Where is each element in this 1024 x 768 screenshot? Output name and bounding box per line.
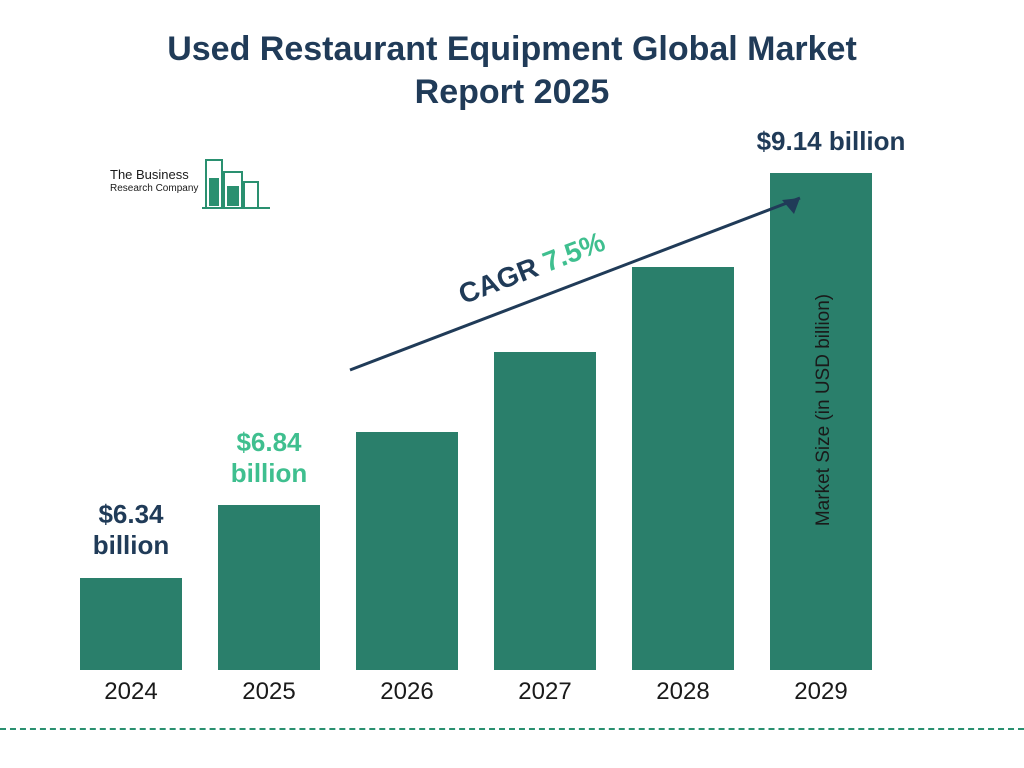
value-label: $6.84billion: [212, 427, 326, 489]
x-axis-tick-label: 2027: [494, 678, 596, 706]
value-label: $9.14 billion: [750, 126, 912, 157]
divider-rule: [0, 728, 1024, 730]
bar: [80, 578, 182, 670]
x-axis-tick-label: 2025: [218, 678, 320, 706]
value-label: $6.34billion: [74, 499, 188, 561]
x-axis-tick-label: 2024: [80, 678, 182, 706]
x-axis-tick-label: 2028: [632, 678, 734, 706]
cagr-annotation: CAGR 7.5%: [340, 190, 820, 390]
bar: [356, 432, 458, 670]
title-line2: Report 2025: [415, 73, 610, 111]
cagr-arrow-icon: [340, 190, 820, 390]
bar: [218, 505, 320, 670]
x-axis-tick-label: 2026: [356, 678, 458, 706]
x-axis-tick-label: 2029: [770, 678, 872, 706]
bar-chart: 202420252026202720282029$6.34billion$6.8…: [80, 150, 900, 670]
bar: [494, 352, 596, 670]
chart-title: Used Restaurant Equipment Global Market …: [0, 0, 1024, 113]
y-axis-label: Market Size (in USD billion): [813, 294, 835, 526]
title-line1: Used Restaurant Equipment Global Market: [167, 30, 857, 68]
